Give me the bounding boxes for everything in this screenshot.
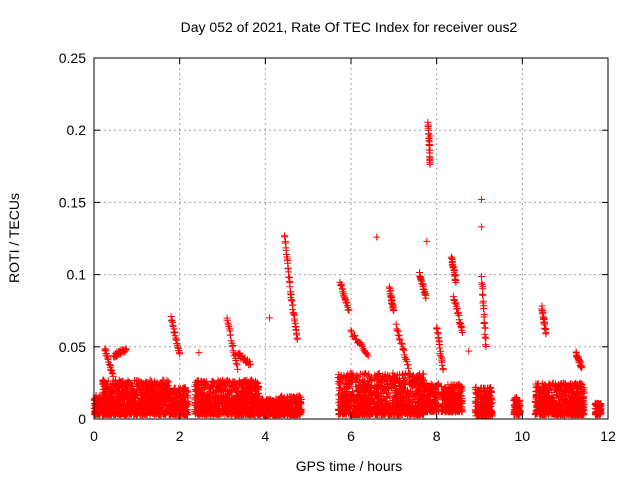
data-point (178, 405, 186, 412)
data-point (116, 397, 124, 405)
data-point (234, 365, 242, 373)
data-point (206, 387, 213, 395)
data-point (176, 350, 184, 358)
data-point (137, 385, 145, 393)
data-point (99, 380, 107, 388)
data-point (165, 378, 173, 386)
data-point (108, 396, 116, 404)
data-point (129, 385, 137, 393)
data-point (156, 379, 164, 387)
data-point (184, 401, 192, 409)
data-point (134, 402, 142, 410)
data-point (124, 381, 132, 389)
data-point (112, 376, 120, 384)
data-point (113, 381, 121, 389)
scatter-points (90, 118, 605, 420)
data-point (130, 405, 137, 413)
data-point (110, 402, 118, 410)
data-point (126, 404, 134, 412)
data-point (165, 411, 173, 418)
data-point (136, 378, 144, 386)
data-point (119, 377, 127, 385)
data-point (191, 382, 199, 390)
data-point (172, 398, 180, 406)
data-point (99, 385, 107, 393)
data-point (176, 400, 183, 408)
data-point (162, 393, 170, 401)
data-point (104, 377, 112, 385)
data-point (107, 406, 115, 414)
data-point (122, 385, 130, 393)
data-point (175, 391, 183, 398)
data-point (101, 409, 109, 417)
data-point (143, 393, 151, 400)
data-point (180, 393, 188, 401)
data-point (175, 407, 183, 415)
data-point (227, 331, 234, 339)
data-point (107, 385, 115, 393)
data-point (180, 384, 188, 392)
data-point (173, 401, 181, 409)
data-point (166, 384, 173, 392)
data-point (142, 393, 150, 401)
data-point (170, 389, 178, 396)
data-point (114, 409, 121, 417)
data-point (115, 404, 123, 411)
data-point (143, 384, 150, 392)
data-point (125, 400, 133, 408)
data-point (143, 410, 151, 418)
data-point (233, 361, 241, 369)
grid (94, 58, 608, 419)
data-point (157, 405, 165, 413)
data-point (162, 404, 170, 412)
data-point (149, 390, 157, 398)
data-point (117, 394, 125, 402)
data-point (120, 386, 128, 394)
data-point (92, 403, 100, 411)
data-point (118, 383, 126, 391)
data-point (128, 409, 136, 417)
data-point (281, 233, 289, 241)
data-point (158, 388, 166, 396)
data-point (166, 389, 174, 397)
data-point (136, 411, 144, 419)
data-point (99, 401, 107, 409)
data-point (148, 382, 156, 390)
data-point (179, 393, 187, 401)
data-point (101, 396, 109, 404)
data-point (128, 394, 136, 402)
data-point (173, 340, 181, 347)
data-point (106, 407, 114, 415)
data-point (132, 377, 140, 385)
data-point (122, 410, 130, 418)
data-point (147, 377, 155, 385)
data-point (180, 410, 188, 418)
data-point (171, 385, 179, 393)
data-point (170, 410, 178, 418)
data-point (122, 393, 130, 401)
data-point (136, 389, 144, 397)
data-point (140, 398, 148, 406)
data-point (179, 403, 187, 411)
data-point (108, 389, 116, 397)
data-point (115, 388, 123, 396)
data-point (154, 389, 162, 397)
data-point (160, 398, 168, 406)
data-point (182, 388, 190, 396)
data-point (135, 409, 143, 417)
data-point (148, 402, 155, 410)
data-point (167, 405, 175, 413)
data-point (129, 396, 137, 404)
